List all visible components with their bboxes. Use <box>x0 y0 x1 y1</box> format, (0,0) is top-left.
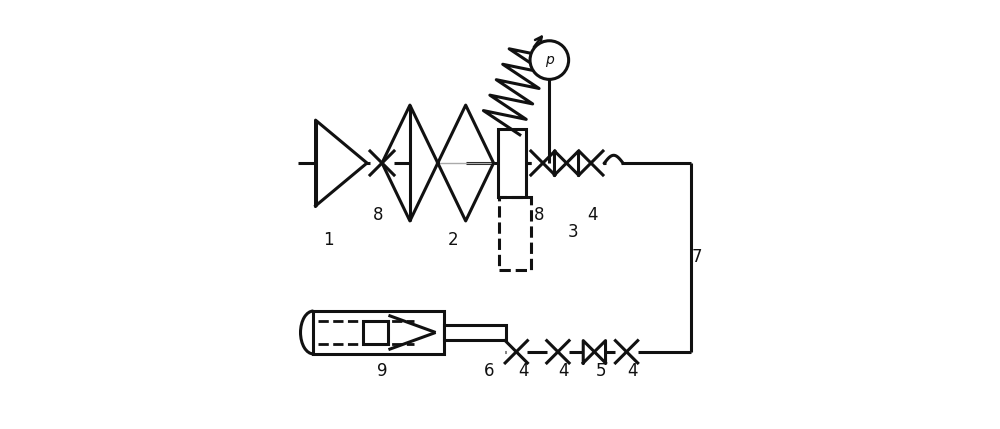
Text: 4: 4 <box>558 362 569 380</box>
Text: p: p <box>545 53 554 67</box>
Bar <box>499 197 531 270</box>
Text: 3: 3 <box>568 223 578 241</box>
Text: 2: 2 <box>447 231 458 249</box>
Text: 8: 8 <box>534 205 545 224</box>
Text: 7: 7 <box>691 248 702 266</box>
Bar <box>313 311 444 354</box>
Text: 4: 4 <box>518 362 529 380</box>
Text: 5: 5 <box>596 362 606 380</box>
Text: 4: 4 <box>587 205 597 224</box>
Bar <box>498 129 526 197</box>
Text: 6: 6 <box>484 362 495 380</box>
Bar <box>363 321 388 344</box>
Bar <box>444 325 506 340</box>
Text: 4: 4 <box>627 362 637 380</box>
Circle shape <box>530 41 569 79</box>
Text: 9: 9 <box>377 362 387 380</box>
Text: 8: 8 <box>372 205 383 224</box>
Text: 1: 1 <box>323 231 334 249</box>
